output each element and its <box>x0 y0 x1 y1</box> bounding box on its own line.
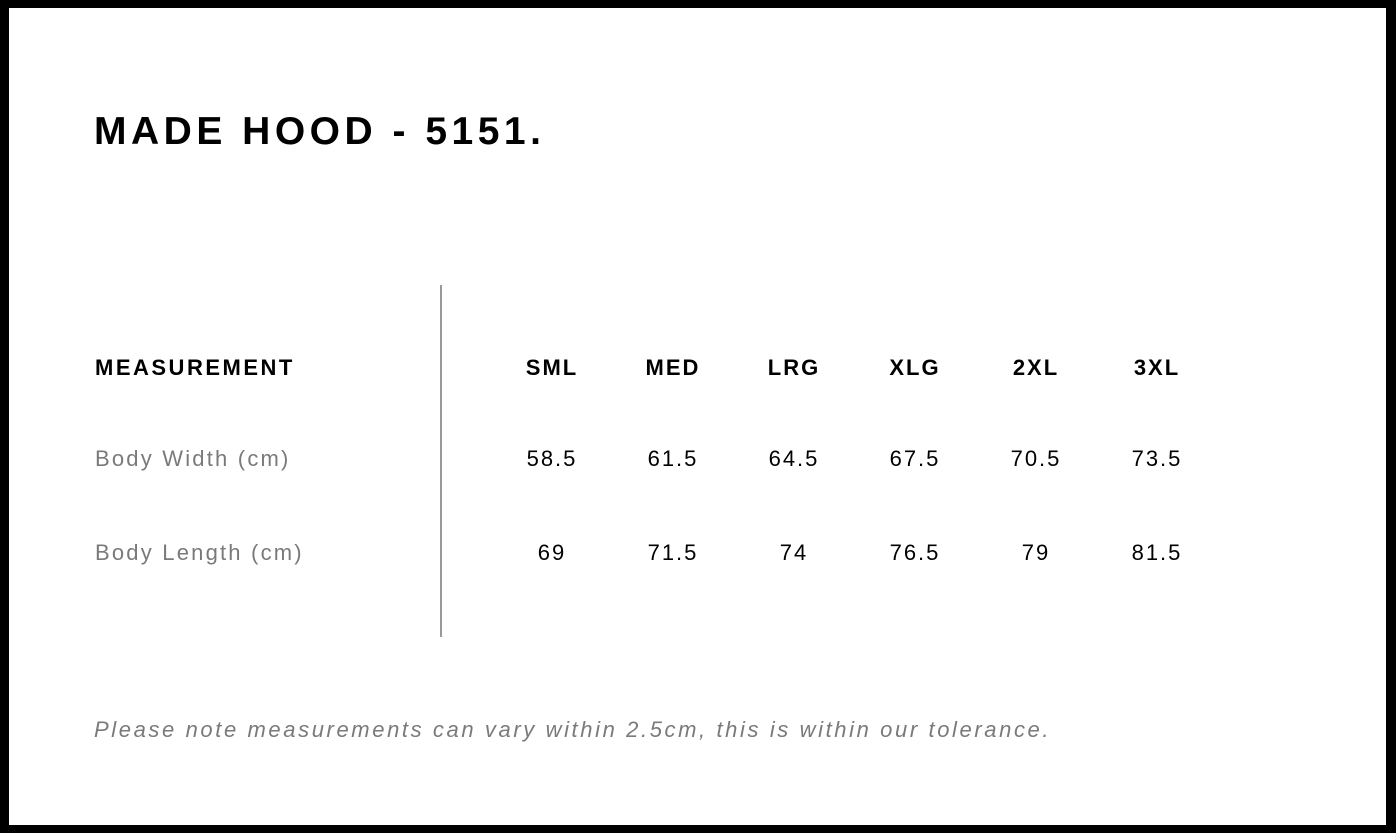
size-header: MED <box>645 355 701 380</box>
cell-value: 61.5 <box>647 446 699 471</box>
cell-value: 70.5 <box>1010 446 1062 471</box>
cell-value: 67.5 <box>889 446 941 471</box>
row-label: Body Length (cm) <box>95 540 304 565</box>
size-header: SML <box>525 355 579 380</box>
cell-value: 76.5 <box>889 540 941 565</box>
size-header: 2XL <box>1012 355 1060 380</box>
cell-value: 64.5 <box>768 446 820 471</box>
column-divider <box>440 285 442 637</box>
size-header: 3XL <box>1133 355 1181 380</box>
cell-value: 74 <box>779 540 809 565</box>
cell-value: 73.5 <box>1131 446 1183 471</box>
note: Please note measurements can vary within… <box>94 717 1052 742</box>
cell-value: 71.5 <box>647 540 699 565</box>
cell-value: 81.5 <box>1131 540 1183 565</box>
header-label: MEASUREMENT <box>95 355 295 380</box>
size-header: XLG <box>889 355 941 380</box>
cell-value: 79 <box>1021 540 1051 565</box>
row-label: Body Width (cm) <box>95 446 291 471</box>
document: MADE HOOD - 5151. MEASUREMENT SML MED LRG XL… <box>9 8 1386 825</box>
size-header: LRG <box>767 355 821 380</box>
title: MADE HOOD - 5151. <box>94 110 546 153</box>
cell-value: 58.5 <box>526 446 578 471</box>
cell-value: 69 <box>537 540 567 565</box>
